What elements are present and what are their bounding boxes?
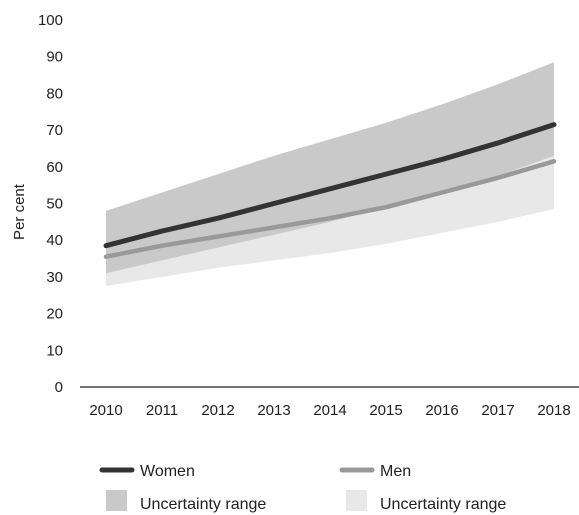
- y-tick-label: 90: [46, 49, 63, 66]
- y-tick-label: 0: [55, 379, 63, 396]
- x-tick-label: 2011: [146, 402, 178, 419]
- x-tick-label: 2018: [537, 402, 570, 419]
- legend-label: Women: [140, 463, 195, 480]
- x-tick-label: 2013: [257, 402, 290, 419]
- y-tick-label: 40: [46, 232, 63, 249]
- legend: Women Men Uncertainty range Uncertainty ran…: [99, 463, 506, 513]
- x-tick-label: 2016: [425, 402, 458, 419]
- x-tick-label: 2012: [201, 402, 234, 419]
- series-line-men: [103, 159, 557, 259]
- y-tick-label: 30: [46, 269, 63, 286]
- y-tick-label: 10: [46, 342, 63, 359]
- series-line-women: [103, 122, 557, 249]
- y-tick-label: 50: [46, 196, 63, 213]
- legend-label: Uncertainty range: [380, 496, 506, 513]
- y-tick-label: 60: [46, 159, 63, 176]
- y-tick-label: 80: [46, 85, 63, 102]
- x-tick-label: 2010: [89, 402, 122, 419]
- legend-item: Women: [99, 463, 195, 480]
- legend-label: Uncertainty range: [140, 496, 266, 513]
- axes: 0 10 20 30 40 50 60 70 80 90 100 2010 2011 2012 2013 20…: [38, 12, 579, 419]
- y-tick-label: 20: [46, 306, 63, 323]
- y-axis-label: Per cent: [11, 183, 28, 240]
- x-tick-label: 2014: [313, 402, 346, 419]
- legend-item: Uncertainty range: [106, 490, 266, 513]
- y-tick-label: 70: [46, 122, 63, 139]
- x-tick-label: 2017: [481, 402, 514, 419]
- legend-swatch-box: [106, 490, 127, 511]
- series-lines: [103, 122, 557, 259]
- x-tick-label: 2015: [369, 402, 402, 419]
- y-tick-label: 100: [38, 12, 63, 29]
- legend-item: Men: [339, 463, 411, 480]
- legend-item: Uncertainty range: [346, 490, 506, 513]
- legend-swatch-box: [346, 490, 367, 511]
- legend-label: Men: [380, 463, 411, 480]
- uncertainty-bands: [106, 62, 554, 287]
